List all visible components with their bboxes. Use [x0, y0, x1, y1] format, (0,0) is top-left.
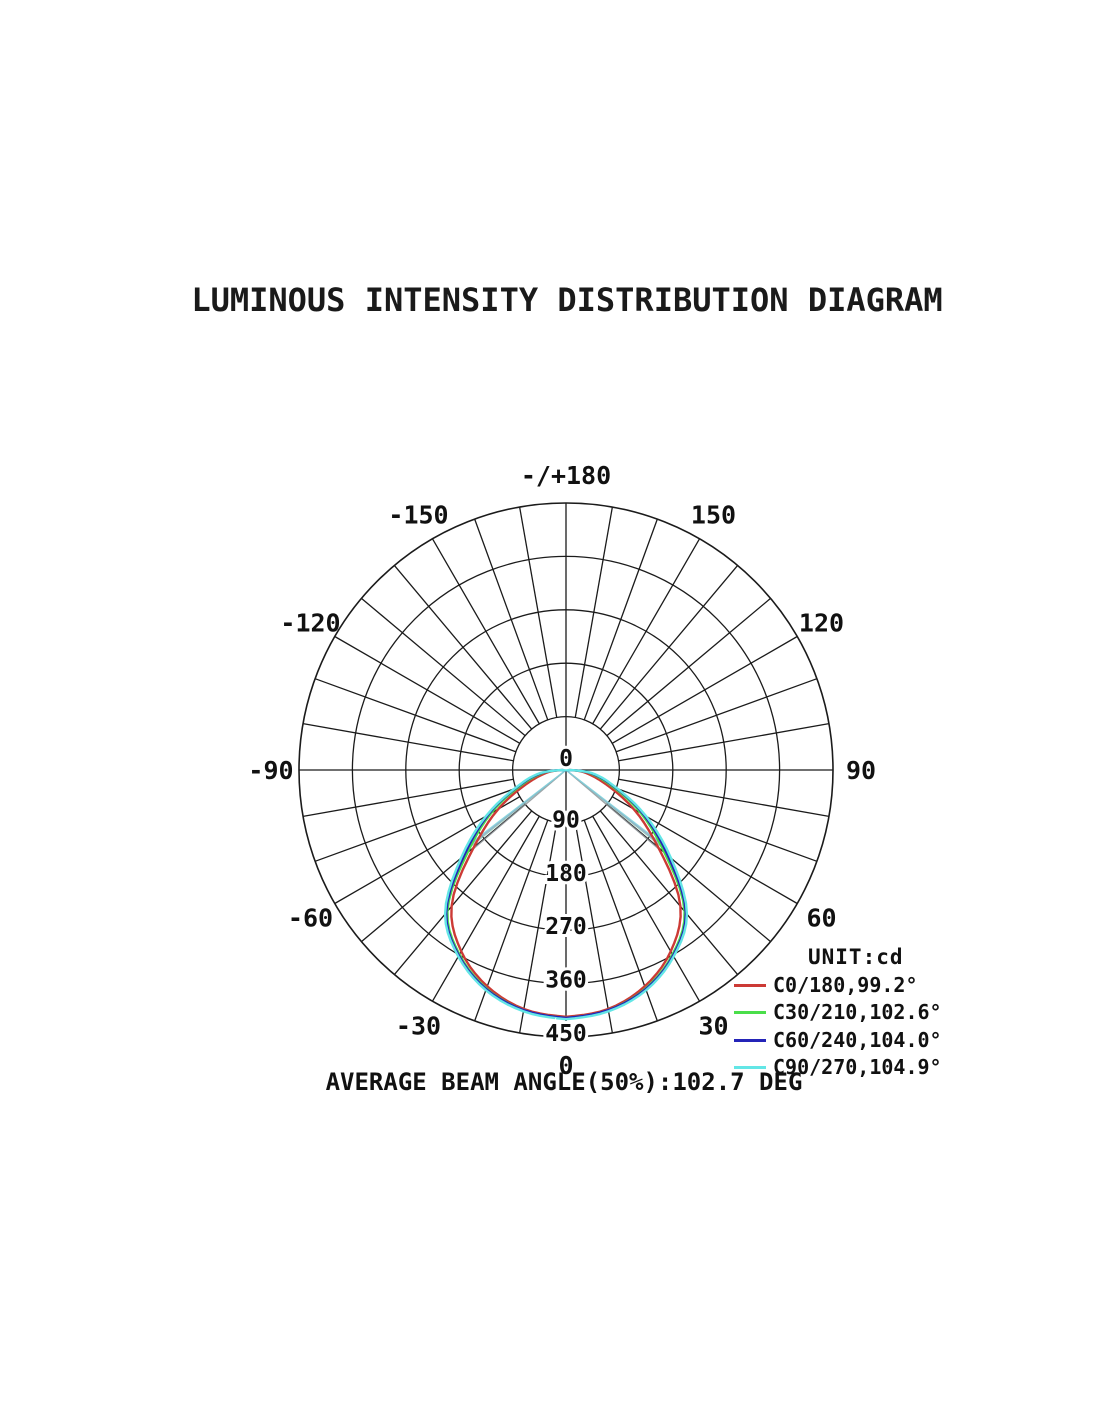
polar-spoke-line: [615, 787, 818, 862]
polar-spoke-line: [393, 810, 533, 975]
polar-spoke-line: [431, 815, 540, 1002]
polar-spoke-line: [615, 678, 818, 753]
angle-label--60: -60: [288, 904, 333, 933]
polar-spoke-line: [574, 506, 614, 718]
polar-spoke-line: [618, 722, 830, 762]
polar-spoke-line: [474, 518, 549, 721]
legend: UNIT:cd C0/180,99.2° C30/210,102.6° C60/24…: [734, 944, 984, 1082]
angle-label-180: -/+180: [521, 461, 611, 490]
polar-spoke-line: [574, 822, 614, 1034]
angle-label-90: 90: [846, 756, 876, 785]
legend-item: C30/210,102.6°: [734, 999, 984, 1027]
polar-spoke-line: [302, 722, 514, 762]
legend-swatch: [734, 983, 766, 987]
angle-label--30: -30: [396, 1012, 441, 1041]
page-title: LUMINOUS INTENSITY DISTRIBUTION DIAGRAM: [191, 281, 943, 319]
polar-spoke-line: [592, 538, 701, 725]
polar-spoke-line: [334, 635, 521, 744]
angle-label-60: 60: [806, 904, 836, 933]
polar-spoke-line: [314, 678, 517, 753]
series-curve-c90-270: [443, 768, 689, 1021]
radial-tick-label-0: 0: [559, 746, 573, 772]
radial-tick-label-360: 360: [545, 968, 587, 994]
polar-spoke-line: [518, 822, 558, 1034]
legend-swatch: [734, 1011, 766, 1015]
angle-label-120: 120: [799, 609, 844, 638]
polar-spoke-line: [361, 597, 526, 737]
angle-label--150: -150: [388, 501, 448, 530]
polar-spoke-line: [431, 538, 540, 725]
legend-label: C90/270,104.9°: [773, 1055, 942, 1079]
angle-label--120: -120: [280, 609, 340, 638]
legend-swatch: [734, 1066, 766, 1070]
legend-swatch: [734, 1038, 766, 1042]
angle-label-30: 30: [698, 1012, 728, 1041]
polar-spoke-line: [583, 518, 658, 721]
angle-label--90: -90: [248, 756, 293, 785]
polar-spoke-line: [592, 815, 701, 1002]
legend-item: C60/240,104.0°: [734, 1027, 984, 1055]
polar-spoke-line: [314, 787, 517, 862]
angle-label-0: 0: [558, 1051, 573, 1080]
polar-spoke-line: [518, 506, 558, 718]
angle-label-150: 150: [691, 501, 736, 530]
polar-spoke-line: [611, 635, 798, 744]
radial-tick-label-180: 180: [545, 861, 587, 887]
radial-tick-label-270: 270: [545, 914, 587, 940]
legend-item: C90/270,104.9°: [734, 1054, 984, 1082]
legend-label: C60/240,104.0°: [773, 1027, 942, 1052]
polar-spoke-line: [599, 565, 739, 730]
radial-tick-label-90: 90: [552, 807, 580, 833]
legend-item: C0/180,99.2°: [734, 972, 984, 1000]
legend-unit-label: UNIT:cd: [808, 945, 904, 969]
legend-label: C0/180,99.2°: [773, 972, 918, 997]
polar-spoke-line: [618, 778, 830, 818]
footer-note: AVERAGE BEAM ANGLE(50%):102.7 DEG: [325, 1068, 803, 1096]
radial-tick-label-450: 450: [545, 1021, 587, 1047]
polar-spoke-line: [606, 597, 771, 737]
legend-label: C30/210,102.6°: [773, 1000, 942, 1024]
polar-spoke-line: [393, 565, 533, 730]
beam-angle-ray: [466, 769, 567, 847]
polar-spoke-line: [599, 810, 739, 975]
beam-angle-ray: [565, 769, 666, 847]
polar-spoke-line: [302, 778, 514, 818]
legend-rows: C0/180,99.2° C30/210,102.6° C60/240,104.0°…: [734, 972, 984, 1082]
